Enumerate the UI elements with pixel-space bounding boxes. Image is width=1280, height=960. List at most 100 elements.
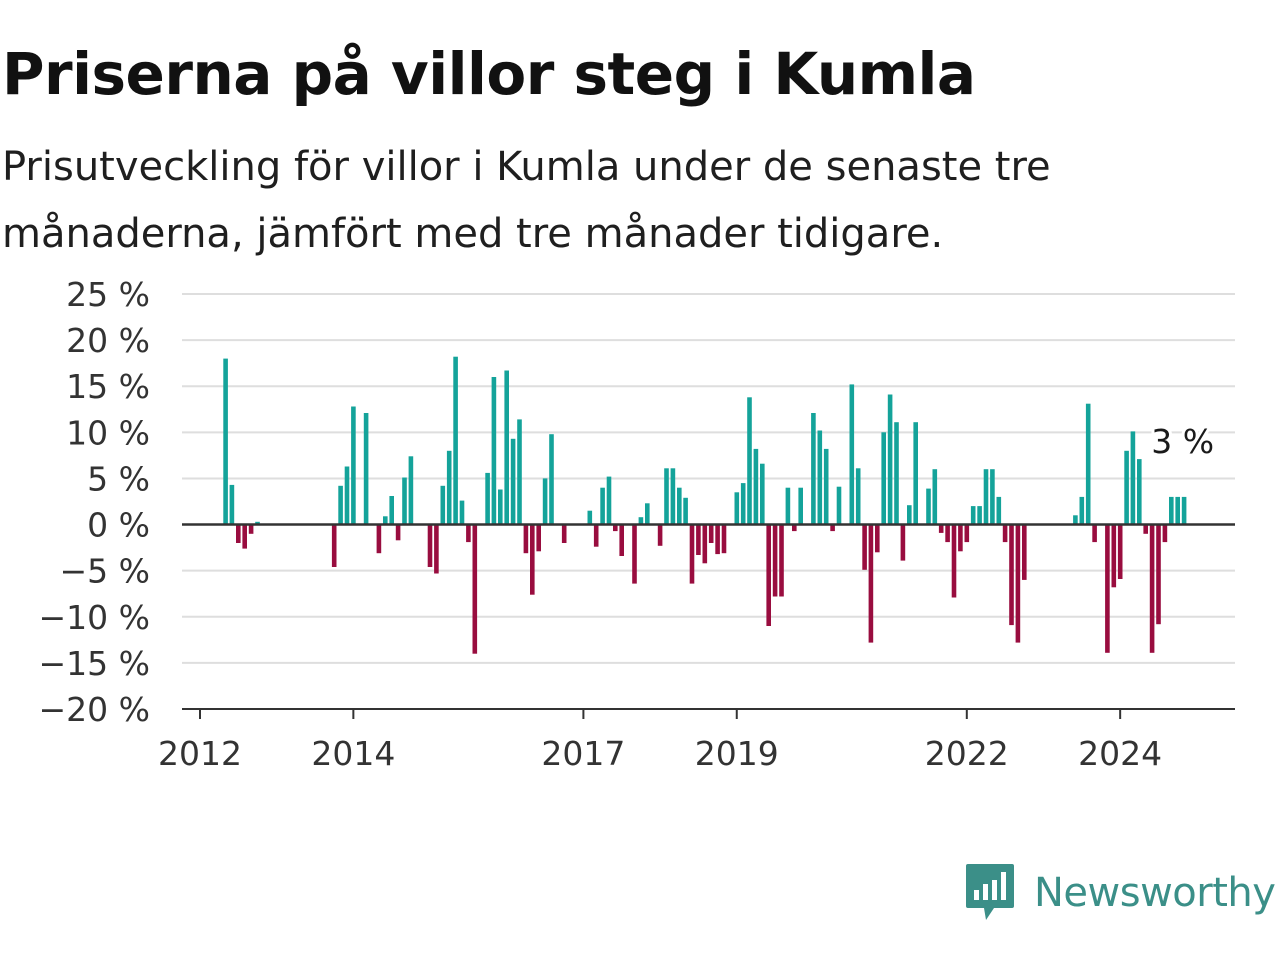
bar xyxy=(894,422,899,525)
bar xyxy=(542,478,548,525)
bar xyxy=(798,487,803,525)
bar xyxy=(945,524,950,543)
bar xyxy=(466,524,471,543)
bar xyxy=(389,496,394,525)
bar xyxy=(760,463,765,525)
bars xyxy=(223,356,1187,654)
y-tick-label: 10 % xyxy=(66,413,150,452)
bar xyxy=(1130,431,1136,525)
x-axis: 2012 2014 2017 2019 2022 2024 xyxy=(158,708,1235,773)
bar xyxy=(427,524,433,567)
bar xyxy=(645,503,650,525)
bar xyxy=(485,472,490,525)
x-tick-label: 2014 xyxy=(311,734,395,773)
bar xyxy=(881,432,886,525)
bar xyxy=(1079,496,1085,525)
bar xyxy=(395,524,401,541)
bar xyxy=(632,524,637,584)
bar xyxy=(932,469,938,525)
bar xyxy=(498,489,503,525)
bar xyxy=(1124,450,1129,525)
bar xyxy=(587,510,593,525)
bar xyxy=(613,524,618,532)
bar xyxy=(958,524,963,552)
bar xyxy=(510,438,516,525)
bar xyxy=(970,506,976,525)
bar xyxy=(715,524,720,555)
bar xyxy=(549,434,554,525)
bar xyxy=(792,524,797,532)
bar xyxy=(951,524,957,598)
bar xyxy=(849,384,855,525)
bar xyxy=(523,524,529,554)
bar xyxy=(734,492,740,525)
bar xyxy=(1085,403,1091,525)
bar xyxy=(517,419,522,525)
bar xyxy=(1002,524,1008,543)
chart-title: Priserna på villor steg i Kumla xyxy=(2,40,976,108)
bar xyxy=(747,397,752,525)
bar xyxy=(1175,496,1180,525)
bar xyxy=(753,448,759,525)
bar xyxy=(708,524,714,543)
y-tick-label: 25 % xyxy=(66,275,150,314)
bar xyxy=(434,524,439,574)
bar xyxy=(453,356,458,525)
bar xyxy=(823,448,829,525)
bar xyxy=(664,468,669,525)
bar xyxy=(1137,459,1142,525)
bar xyxy=(836,486,842,525)
bar xyxy=(504,370,509,525)
bar xyxy=(619,524,624,556)
bar xyxy=(1111,524,1117,588)
bar xyxy=(1117,524,1123,579)
y-tick-label: −20 % xyxy=(39,690,151,729)
brand-name: Newsworthy xyxy=(1034,870,1276,916)
bar xyxy=(236,524,241,543)
bar xyxy=(779,524,784,597)
bar xyxy=(491,377,497,525)
bar xyxy=(657,524,663,546)
y-tick-label: 5 % xyxy=(87,459,150,498)
y-axis: 25 % 20 % 15 % 10 % 5 % 0 % −5 % −10 % −15 % −20 … xyxy=(39,275,151,729)
bar xyxy=(862,524,867,570)
last-value-label: 3 % xyxy=(1151,422,1214,461)
bar xyxy=(1009,524,1014,626)
x-tick-label: 2017 xyxy=(541,734,625,773)
bar xyxy=(964,524,970,543)
bar xyxy=(721,524,727,554)
bar xyxy=(926,488,931,525)
bar xyxy=(785,487,791,525)
bar xyxy=(1022,524,1027,580)
bar xyxy=(696,524,701,555)
bar xyxy=(344,466,350,525)
gridlines xyxy=(182,293,1235,664)
bar xyxy=(1156,524,1161,625)
y-tick-label: −10 % xyxy=(39,598,151,637)
bar xyxy=(702,524,708,564)
y-tick-label: 0 % xyxy=(87,506,150,545)
x-tick-label: 2022 xyxy=(925,734,1009,773)
bar xyxy=(1169,496,1174,525)
bar xyxy=(855,468,861,525)
brand-logo: Newsworthy xyxy=(964,862,1276,924)
bar xyxy=(223,358,228,525)
bar xyxy=(530,524,535,595)
bar xyxy=(593,524,599,547)
bar xyxy=(772,524,778,597)
bar xyxy=(242,524,247,549)
y-tick-label: 15 % xyxy=(66,367,150,406)
bar xyxy=(677,487,682,525)
bar xyxy=(1162,524,1168,543)
bar xyxy=(683,497,688,525)
bar xyxy=(913,422,918,525)
x-tick-label: 2012 xyxy=(158,734,242,773)
bar xyxy=(766,524,771,626)
bar xyxy=(990,469,995,525)
bar xyxy=(606,476,612,525)
bar xyxy=(408,456,414,525)
bar xyxy=(402,477,407,525)
bar xyxy=(1149,524,1155,653)
bar xyxy=(996,496,1002,525)
bar xyxy=(440,485,446,525)
